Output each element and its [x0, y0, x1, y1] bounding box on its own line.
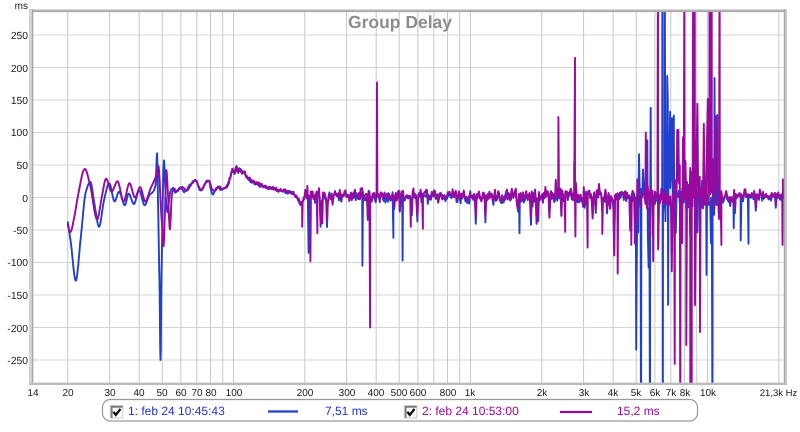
- svg-text:1: feb 24 10:45:43: 1: feb 24 10:45:43: [128, 404, 225, 418]
- svg-text:60: 60: [175, 388, 187, 399]
- svg-text:200: 200: [297, 388, 314, 399]
- svg-text:5k: 5k: [631, 388, 643, 399]
- svg-text:300: 300: [339, 388, 356, 399]
- svg-text:4k: 4k: [608, 388, 620, 399]
- svg-text:6k: 6k: [650, 388, 662, 399]
- svg-text:3k: 3k: [579, 388, 591, 399]
- svg-text:ms: ms: [15, 1, 28, 12]
- svg-text:Group Delay: Group Delay: [348, 12, 452, 32]
- svg-text:40: 40: [133, 388, 145, 399]
- svg-text:-150: -150: [7, 291, 28, 302]
- svg-text:50: 50: [17, 161, 29, 172]
- svg-text:500: 500: [391, 388, 408, 399]
- svg-text:-200: -200: [7, 324, 28, 335]
- svg-text:80: 80: [205, 388, 217, 399]
- svg-text:-50: -50: [13, 226, 28, 237]
- svg-text:2: feb 24 10:53:00: 2: feb 24 10:53:00: [422, 404, 519, 418]
- svg-text:-250: -250: [7, 356, 28, 367]
- svg-text:100: 100: [11, 128, 28, 139]
- svg-text:21,3k Hz: 21,3k Hz: [760, 388, 798, 399]
- svg-text:8k: 8k: [680, 388, 692, 399]
- svg-text:600: 600: [410, 388, 427, 399]
- svg-text:15,2 ms: 15,2 ms: [617, 404, 660, 418]
- svg-text:7,51 ms: 7,51 ms: [325, 404, 368, 418]
- svg-text:-100: -100: [7, 258, 28, 269]
- svg-text:7k: 7k: [666, 388, 678, 399]
- svg-text:10k: 10k: [700, 388, 717, 399]
- svg-text:30: 30: [104, 388, 116, 399]
- svg-text:100: 100: [226, 388, 243, 399]
- svg-text:50: 50: [156, 388, 168, 399]
- svg-text:150: 150: [11, 96, 28, 107]
- svg-text:200: 200: [11, 64, 28, 75]
- svg-text:2k: 2k: [537, 388, 549, 399]
- svg-text:1k: 1k: [465, 388, 477, 399]
- svg-text:800: 800: [440, 388, 457, 399]
- svg-text:250: 250: [11, 31, 28, 42]
- svg-text:20: 20: [62, 388, 74, 399]
- svg-text:400: 400: [368, 388, 385, 399]
- svg-text:70: 70: [191, 388, 203, 399]
- svg-text:14: 14: [27, 388, 39, 399]
- svg-text:0: 0: [22, 194, 28, 205]
